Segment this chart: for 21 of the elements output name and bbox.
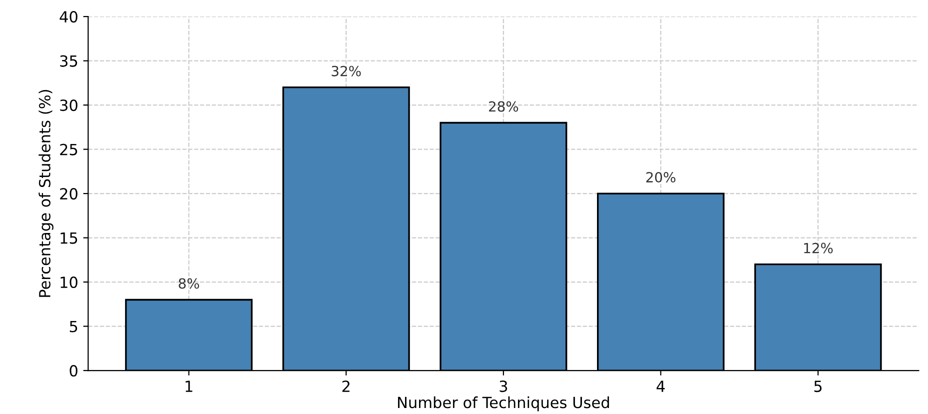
data-label: 32% xyxy=(332,66,361,76)
data-label: 12% xyxy=(804,242,833,254)
y-tick-label: 30 xyxy=(60,100,78,112)
y-tick-label: 35 xyxy=(60,55,78,67)
data-label: 20% xyxy=(646,172,676,183)
x-axis-title: Number of Techniques Used xyxy=(398,396,609,412)
y-tick-label: 5 xyxy=(70,320,78,332)
y-tick-label: 15 xyxy=(60,232,78,244)
x-tick-label: 3 xyxy=(500,380,508,392)
x-tick-label: 2 xyxy=(342,380,350,392)
data-label: 8% xyxy=(178,278,200,289)
y-tick-label: 40 xyxy=(60,11,78,23)
y-tick-label: 25 xyxy=(60,144,78,156)
x-tick-label: 1 xyxy=(186,380,192,392)
x-tick-label: 4 xyxy=(656,380,665,392)
y-axis-title: Percentage of Students (%) xyxy=(38,90,54,297)
data-label: 28% xyxy=(489,101,518,112)
x-tick-label: 5 xyxy=(814,380,822,392)
y-tick-label: 0 xyxy=(70,364,78,377)
y-tick-label: 20 xyxy=(60,188,78,200)
y-tick-label: 10 xyxy=(60,276,78,288)
